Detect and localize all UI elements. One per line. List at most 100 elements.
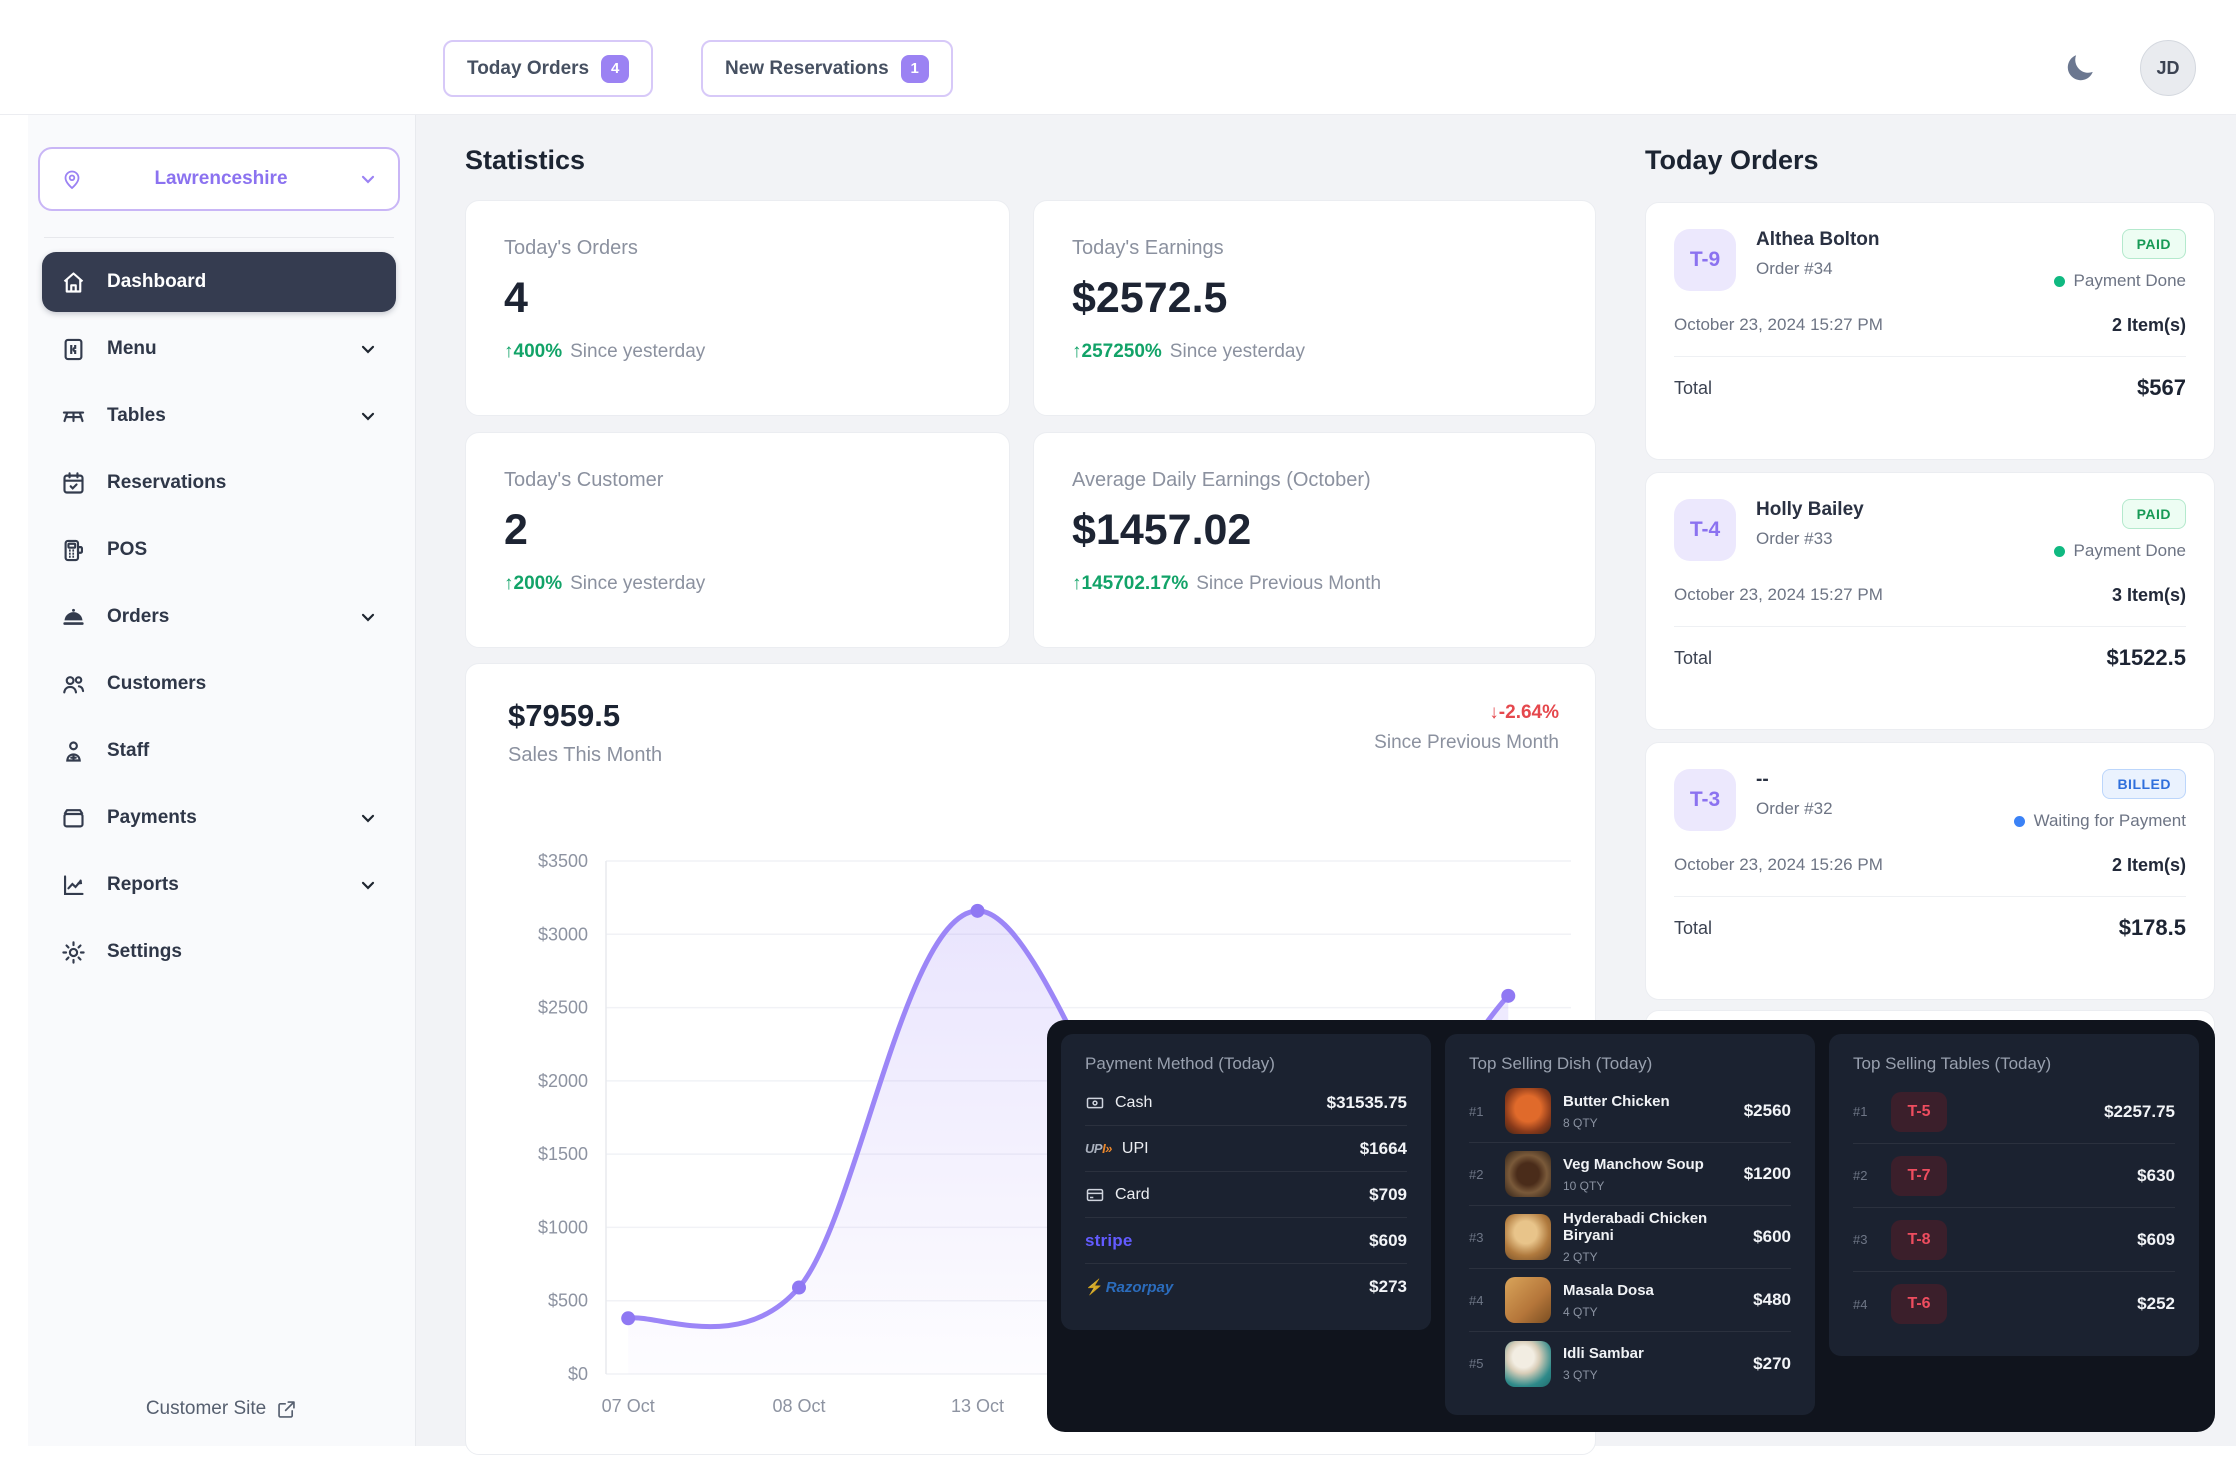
sidebar-item-label: Dashboard [107, 271, 207, 292]
upi-logo-icon: UPI» [1085, 1141, 1112, 1156]
sidebar-item-pos[interactable]: POS [42, 520, 396, 580]
payment-status-dot [2053, 545, 2065, 557]
stat-label: Today's Earnings [1072, 237, 1224, 259]
stat-period: Since Previous Month [1196, 573, 1382, 594]
order-items-count: 2 Item(s) [2111, 855, 2186, 875]
svg-text:13 Oct: 13 Oct [951, 1396, 1004, 1416]
sidebar-item-staff[interactable]: Staff [42, 721, 396, 781]
svg-text:$2500: $2500 [538, 998, 588, 1018]
cloche-icon [60, 604, 87, 631]
payment-status-dot [2053, 275, 2065, 287]
user-avatar[interactable]: JD [2140, 40, 2196, 96]
rank-label: #3 [1469, 1229, 1484, 1245]
dish-qty: 3 QTY [1563, 1368, 1598, 1382]
sidebar-divider [44, 237, 394, 238]
sales-subtitle: Sales This Month [508, 744, 663, 766]
svg-text:$1500: $1500 [538, 1144, 588, 1164]
order-datetime: October 23, 2024 15:27 PM [1674, 585, 1883, 604]
up-arrow-icon: ↑ [504, 573, 514, 594]
dish-amount: $1200 [1743, 1164, 1791, 1183]
stat-value: $1457.02 [1072, 506, 1252, 554]
location-selector[interactable]: Lawrenceshire [38, 147, 400, 211]
dark-mode-toggle-moon-icon[interactable] [2062, 50, 2098, 86]
rank-label: #4 [1853, 1296, 1868, 1312]
dish-qty: 10 QTY [1563, 1178, 1605, 1193]
payment-method-row: ⚡ Razorpay $273 [1085, 1264, 1407, 1310]
table-amount: $2257.75 [2104, 1101, 2175, 1121]
sidebar-item-label: Payments [107, 807, 197, 828]
payment-method-row: Card $709 [1085, 1172, 1407, 1218]
sidebar-item-reservations[interactable]: Reservations [42, 453, 396, 513]
payment-status-dot [2013, 815, 2025, 827]
stat-period: Since yesterday [1169, 341, 1305, 362]
dish-row: #5 Idli Sambar 3 QTY $270 [1469, 1332, 1791, 1395]
svg-text:$0: $0 [568, 1364, 588, 1384]
new-reservations-button[interactable]: New Reservations 1 [701, 40, 953, 97]
sidebar-item-menu[interactable]: Menu [42, 319, 396, 379]
sidebar-item-settings[interactable]: Settings [42, 922, 396, 982]
rank-label: #2 [1469, 1166, 1484, 1182]
rank-label: #3 [1853, 1232, 1868, 1247]
table-amount: $630 [2137, 1165, 2175, 1185]
order-card[interactable]: T-3 -- Order #32 BILLED Waiting for Paym… [1645, 742, 2215, 1000]
dish-row: #1 Butter Chicken 8 QTY $2560 [1469, 1080, 1791, 1143]
total-label: Total [1674, 917, 1713, 938]
dish-name: Masala Dosa [1563, 1281, 1654, 1299]
sidebar-item-label: POS [107, 539, 148, 560]
dish-name: Idli Sambar [1563, 1345, 1644, 1362]
avatar-initials: JD [2156, 57, 2180, 78]
sidebar-item-label: Customers [107, 673, 207, 694]
table-badge: T-4 [1674, 499, 1736, 561]
customer-site-link[interactable]: Customer Site [28, 1398, 415, 1420]
rank-label: #5 [1469, 1356, 1484, 1371]
dish-row: #3 Hyderabadi Chicken Biryani 2 QTY $600 [1469, 1206, 1791, 1269]
table-badge: T-5 [1891, 1091, 1947, 1132]
stat-value: 4 [504, 274, 528, 322]
dish-amount: $480 [1753, 1290, 1791, 1309]
order-card[interactable]: T-9 Althea Bolton Order #34 PAID Payment… [1645, 202, 2215, 460]
chevron-down-icon [358, 875, 378, 895]
sidebar-item-payments[interactable]: Payments [42, 788, 396, 848]
dish-amount: $270 [1753, 1353, 1791, 1373]
dish-row: #4 Masala Dosa 4 QTY $480 [1469, 1269, 1791, 1332]
sidebar-item-orders[interactable]: Orders [42, 587, 396, 647]
total-label: Total [1674, 647, 1713, 668]
dish-amount: $2560 [1743, 1101, 1791, 1120]
today-orders-button[interactable]: Today Orders 4 [443, 40, 654, 97]
stat-card-todays-customer: Today's Customer 2 ↑ 200% Since yesterday [465, 432, 1010, 648]
stat-label: Today's Orders [504, 237, 638, 259]
menu-book-icon [60, 336, 87, 363]
stat-value: 2 [504, 506, 528, 554]
sidebar-item-customers[interactable]: Customers [42, 654, 396, 714]
pos-terminal-icon [60, 537, 87, 564]
stat-period: Since yesterday [570, 341, 706, 362]
order-number: Order #34 [1756, 259, 1833, 278]
sidebar-item-label: Tables [107, 405, 166, 426]
table-row: #2 T-7 $630 [1853, 1144, 2175, 1208]
payment-method-row: Cash $31535.75 [1085, 1080, 1407, 1126]
chevron-down-icon [358, 607, 378, 627]
dish-photo [1505, 1214, 1551, 1260]
order-card[interactable]: T-4 Holly Bailey Order #33 PAID Payment … [1645, 472, 2215, 730]
chevron-down-icon [358, 169, 378, 189]
stat-card-average-daily-earnings: Average Daily Earnings (October) $1457.0… [1033, 432, 1596, 648]
sidebar-item-dashboard[interactable]: Dashboard [42, 252, 396, 312]
new-reservations-button-label: New Reservations [725, 57, 889, 79]
svg-text:08 Oct: 08 Oct [772, 1396, 825, 1416]
table-row: #4 T-6 $252 [1853, 1272, 2175, 1336]
stat-card-todays-orders: Today's Orders 4 ↑ 400% Since yesterday [465, 200, 1010, 416]
payment-method-row: stripe $609 [1085, 1218, 1407, 1264]
divider [1674, 896, 2186, 897]
svg-text:07 Oct: 07 Oct [602, 1396, 655, 1416]
rank-label: #1 [1853, 1104, 1868, 1119]
customer-site-label: Customer Site [145, 1398, 267, 1419]
customer-name: -- [1756, 769, 1769, 790]
order-number: Order #32 [1756, 799, 1833, 818]
order-items-count: 2 Item(s) [2111, 315, 2186, 335]
svg-text:$3500: $3500 [538, 851, 588, 871]
location-pin-icon [60, 167, 84, 191]
sidebar-item-tables[interactable]: Tables [42, 386, 396, 446]
sidebar-item-reports[interactable]: Reports [42, 855, 396, 915]
table-badge: T-9 [1674, 229, 1736, 291]
